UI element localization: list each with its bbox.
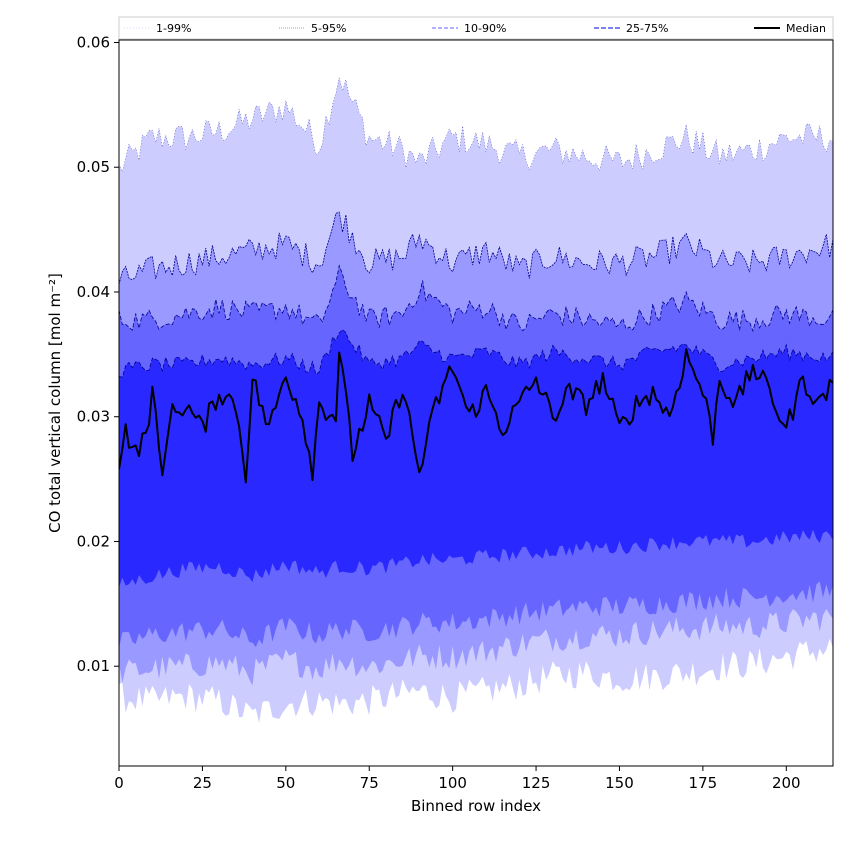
legend-label: 10-90% xyxy=(464,22,506,35)
y-tick-label: 0.04 xyxy=(77,283,110,301)
band-25-75-upper-line xyxy=(119,329,833,378)
y-axis: 0.01 0.02 0.03 0.04 0.05 0.06 xyxy=(77,33,119,675)
median-line xyxy=(119,348,833,484)
y-tick-label: 0.03 xyxy=(77,408,110,426)
plot-frame xyxy=(118,39,834,767)
x-axis: 0 25 50 75 100 125 150 175 200 xyxy=(114,766,801,792)
y-tick-label: 0.02 xyxy=(77,532,110,550)
legend: 1-99% 5-95% 10-90% 25-75% Median xyxy=(118,16,834,40)
legend-box xyxy=(118,16,834,40)
x-tick-label: 175 xyxy=(689,774,718,792)
y-tick-label: 0.01 xyxy=(77,657,110,675)
legend-label: Median xyxy=(786,22,826,35)
x-tick-label: 75 xyxy=(360,774,379,792)
y-tick-label: 0.06 xyxy=(77,33,110,51)
x-tick-label: 100 xyxy=(438,774,467,792)
x-tick-label: 125 xyxy=(522,774,551,792)
legend-label: 25-75% xyxy=(626,22,668,35)
x-tick-label: 50 xyxy=(276,774,295,792)
legend-label: 5-95% xyxy=(311,22,346,35)
y-axis-label: CO total vertical column [mol m⁻²] xyxy=(46,273,64,533)
legend-label: 1-99% xyxy=(156,22,191,35)
plot-area xyxy=(119,77,833,724)
x-axis-label: Binned row index xyxy=(411,797,541,815)
x-tick-label: 25 xyxy=(193,774,212,792)
y-tick-label: 0.05 xyxy=(77,158,110,176)
x-tick-label: 200 xyxy=(772,774,801,792)
x-tick-label: 150 xyxy=(605,774,634,792)
x-tick-label: 0 xyxy=(114,774,124,792)
band-10-90-upper-line xyxy=(119,264,833,333)
